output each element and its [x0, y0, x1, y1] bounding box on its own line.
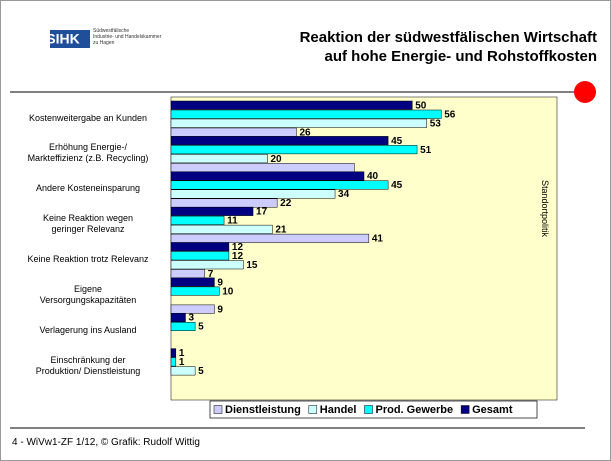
legend-label: Dienstleistung: [225, 404, 301, 416]
bar: [170, 251, 230, 261]
org-name: Südwestfälische Industrie- und Handelska…: [93, 28, 162, 46]
logo-s-box: [36, 30, 50, 48]
data-label: 45: [391, 136, 403, 147]
legend-label: Gesamt: [472, 404, 513, 416]
category-label: Eigene Versorgungskapazitäten: [39, 283, 137, 305]
bar: [170, 260, 244, 270]
logo: SIHK: [46, 31, 79, 47]
bar: [170, 322, 196, 331]
legend-swatch: [364, 405, 373, 414]
data-label: 45: [391, 180, 403, 191]
chart-title: Reaktion der südwestfälischen Wirtschaft…: [299, 29, 597, 65]
category-label: Kostenweitergabe an Kunden: [28, 112, 148, 123]
bar: [170, 163, 355, 173]
data-label: 9: [217, 277, 223, 288]
bar: [170, 136, 389, 146]
data-label: 41: [372, 234, 384, 245]
category-label: Keine Reaktion trotz Relevanz: [27, 254, 149, 264]
data-label: 50: [415, 100, 427, 111]
bar: [170, 118, 427, 128]
data-label: 21: [275, 225, 287, 236]
bar: [170, 304, 215, 314]
data-label: 53: [430, 118, 442, 129]
bar: [170, 127, 297, 137]
bar: [170, 145, 418, 155]
data-label: 7: [208, 269, 214, 280]
bar: [170, 171, 365, 181]
data-label: 17: [256, 207, 268, 218]
footer: 4 - WiVw1-ZF 1/12, © Grafik: Rudolf Witt…: [12, 437, 200, 448]
legend-label: Prod. Gewerbe: [375, 404, 453, 416]
data-label: 10: [222, 286, 234, 297]
category-label: Erhöhung Energie-/ Markteffizienz (z.B. …: [27, 142, 149, 164]
bar: [170, 357, 177, 367]
data-label: 34: [338, 189, 350, 200]
category-label: Verlagerung ins Ausland: [39, 324, 137, 335]
legend-swatch: [213, 405, 223, 414]
bar: [170, 206, 254, 216]
data-label: 5: [198, 366, 204, 377]
data-label: 1: [179, 357, 185, 368]
bar: [170, 348, 177, 358]
data-label: 11: [227, 216, 238, 227]
data-label: 56: [444, 109, 456, 120]
category-label: Einschränkung der Produktion/ Dienstleis…: [35, 354, 141, 376]
legend-swatch: [460, 405, 470, 414]
marker-dot: [574, 81, 596, 103]
data-label: 20: [271, 154, 283, 165]
data-label: 26: [299, 127, 311, 138]
logo-box: [50, 30, 90, 48]
bar: [170, 277, 215, 287]
bar: [170, 224, 273, 234]
bar: [170, 233, 370, 243]
category-label: Keine Reaktion wegen geringer Relevanz: [42, 213, 134, 235]
category-label: Andere Kosteneinsparung: [35, 183, 141, 194]
legend-swatch: [308, 405, 318, 414]
bar: [170, 242, 230, 252]
data-label: 5: [198, 322, 204, 333]
bar: [170, 366, 196, 376]
bar: [170, 269, 206, 279]
bar: [170, 154, 268, 164]
data-label: 3: [188, 313, 194, 324]
legend-label: Handel: [320, 404, 357, 416]
bar: [170, 313, 186, 322]
bar: [170, 189, 336, 199]
bar: [170, 215, 225, 225]
data-label: 15: [246, 260, 258, 271]
section-label: Standortpolitik: [540, 180, 550, 238]
data-label: 12: [232, 242, 244, 253]
data-label: 1: [179, 348, 185, 359]
data-label: 51: [420, 145, 432, 156]
legend: [209, 400, 538, 419]
data-label: 40: [367, 171, 379, 182]
bar: [170, 286, 220, 296]
bar: [170, 180, 389, 190]
data-label: 9: [217, 304, 223, 315]
data-label: 22: [280, 198, 292, 209]
bar: [170, 100, 413, 110]
data-label: 12: [232, 251, 244, 262]
bar: [170, 109, 442, 119]
